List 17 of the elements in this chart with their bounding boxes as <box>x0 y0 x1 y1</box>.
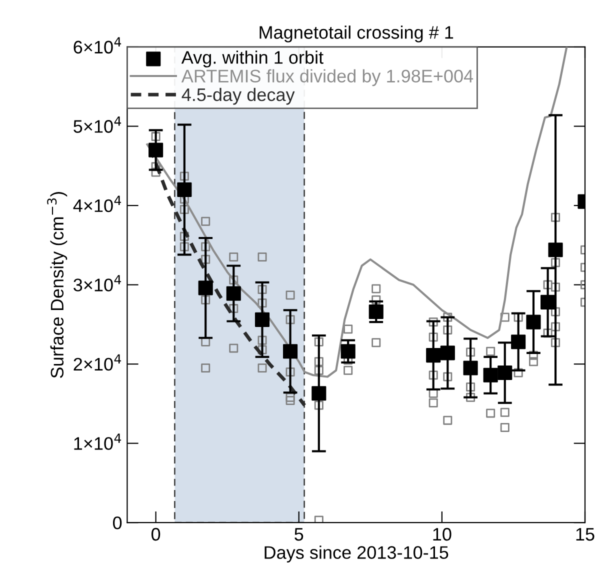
y-tick-label: 4×10$^{4}$ <box>73 196 122 212</box>
x-tick-label: 5 <box>294 528 304 541</box>
x-tick-label: 0 <box>151 528 160 541</box>
legend-label: ARTEMIS flux divided by 1.98E+004 <box>181 69 474 86</box>
y-tick-label: 6×10$^{4}$ <box>74 37 122 54</box>
x-tick-label: 15 <box>576 528 594 541</box>
x-axis-title: Days since 2013-10-15 <box>264 546 448 562</box>
chart-title: Magnetotail crossing # 1 <box>260 26 454 42</box>
y-tick-label: 3×10$^{4}$ <box>74 275 122 292</box>
y-tick-label: 2×10$^{4}$ <box>74 354 122 371</box>
y-tick-label: 0 <box>113 516 122 530</box>
y-axis-title: Surface Density (cm$^{−3}$) <box>47 192 68 378</box>
y-tick-label: 5×10$^{4}$ <box>74 116 122 133</box>
y-tick-label: 1×10$^{4}$ <box>74 434 122 450</box>
legend-label: Avg. within 1 orbit <box>181 50 324 68</box>
x-tick-label: 10 <box>433 528 452 541</box>
legend-label: 4.5-day decay <box>182 88 295 105</box>
